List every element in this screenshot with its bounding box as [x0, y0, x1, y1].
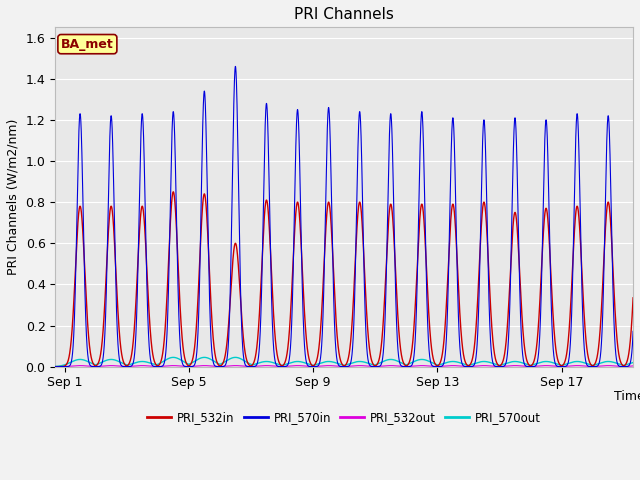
Y-axis label: PRI Channels (W/m2/nm): PRI Channels (W/m2/nm): [7, 119, 20, 275]
Text: BA_met: BA_met: [61, 37, 114, 50]
Legend: PRI_532in, PRI_570in, PRI_532out, PRI_570out: PRI_532in, PRI_570in, PRI_532out, PRI_57…: [143, 406, 545, 429]
Title: PRI Channels: PRI Channels: [294, 7, 394, 22]
X-axis label: Time: Time: [614, 390, 640, 403]
